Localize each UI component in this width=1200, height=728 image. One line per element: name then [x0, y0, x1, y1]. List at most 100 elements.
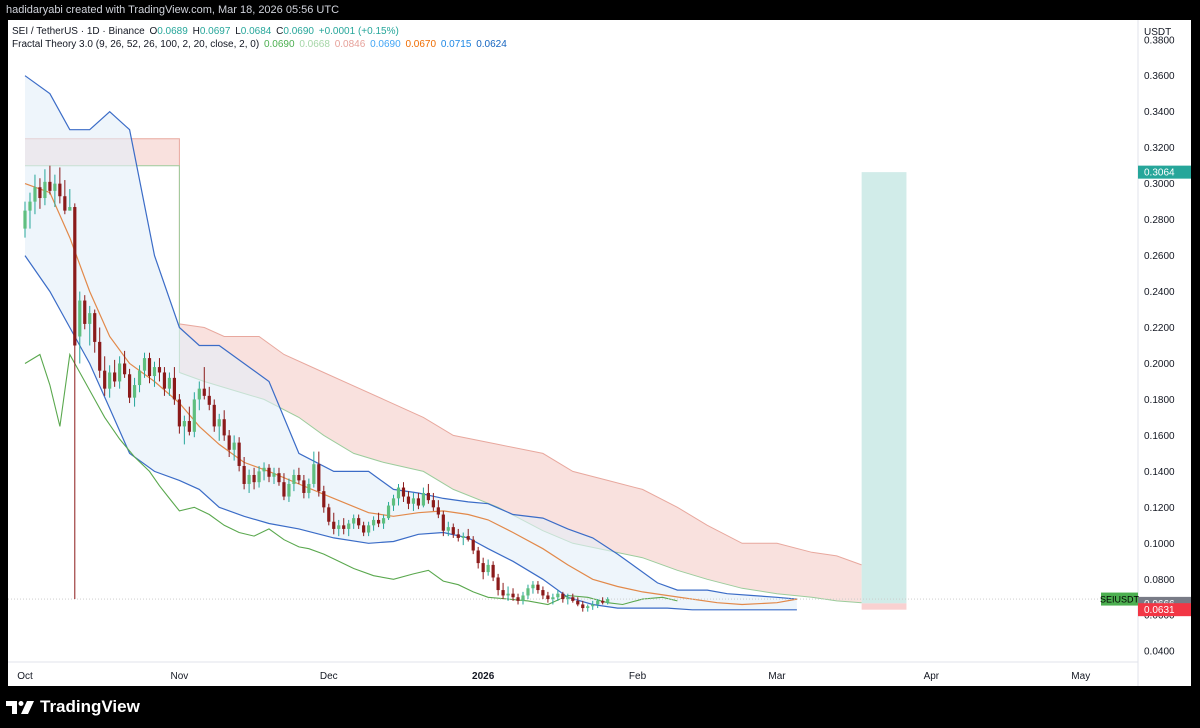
candle-body: [596, 600, 600, 605]
indicator-value-3: 0.0690: [370, 39, 401, 50]
open-label: O: [149, 26, 158, 37]
y-tick-label: 0.1400: [1144, 467, 1175, 478]
candle-body: [38, 187, 42, 199]
target-zone-box: [861, 172, 907, 604]
y-tick-label: 0.0400: [1144, 647, 1175, 658]
candle-body: [461, 536, 465, 538]
candle-body: [103, 370, 107, 389]
indicator-value-0: 0.0690: [263, 39, 295, 50]
candle-body: [347, 523, 351, 529]
x-tick-label: Mar: [768, 671, 786, 682]
candle-body: [88, 313, 92, 324]
candle-body: [277, 473, 281, 483]
y-tick-label: 0.3400: [1144, 107, 1175, 118]
candle-body: [58, 183, 62, 197]
candle-body: [451, 527, 455, 535]
indicator-value-5: 0.0715: [440, 39, 472, 50]
candle-body: [372, 519, 376, 526]
candle-body: [252, 474, 256, 483]
candle-body: [242, 465, 246, 484]
candle-body: [456, 534, 460, 538]
y-tick-label: 0.2400: [1144, 287, 1175, 298]
candle-body: [118, 363, 122, 382]
brand-name: TradingView: [40, 697, 140, 716]
candle-body: [123, 363, 127, 375]
price-badge: [1138, 165, 1191, 179]
chart-legend: SEI / TetherUS · 1D · Binance O0.0689 H0…: [12, 25, 507, 51]
candle-body: [446, 527, 450, 531]
symbol-label[interactable]: SEI / TetherUS · 1D · Binance: [12, 26, 145, 37]
open-value: 0.0689: [157, 26, 188, 37]
candle-body: [187, 421, 191, 432]
indicator-label[interactable]: Fractal Theory 3.0 (9, 26, 52, 26, 100, …: [12, 39, 260, 50]
y-tick-label: 0.3600: [1144, 71, 1175, 82]
x-tick-label: Feb: [629, 671, 647, 682]
candle-body: [367, 525, 371, 533]
candle-body: [327, 507, 331, 522]
candle-body: [551, 597, 555, 600]
candle-body: [601, 600, 605, 603]
currency-label: USDT: [1144, 27, 1171, 38]
candle-body: [197, 388, 201, 400]
candle-body: [157, 367, 162, 373]
x-tick-label: Apr: [924, 671, 940, 682]
indicator-value-4: 0.0670: [405, 39, 437, 50]
candle-body: [586, 606, 590, 609]
candle-body: [177, 399, 181, 427]
close-label: C: [276, 26, 284, 37]
x-tick-label: Dec: [320, 671, 338, 682]
candle-body: [511, 593, 515, 598]
candle-body: [217, 419, 221, 427]
candle-body: [312, 464, 316, 484]
symbol-badge: [1101, 592, 1138, 606]
x-tick-label: May: [1071, 671, 1090, 682]
bollinger-fill: [25, 75, 797, 610]
candle-body: [48, 181, 52, 191]
price-badge: [1138, 603, 1191, 617]
basis-line: [24, 183, 798, 606]
candle-body: [381, 518, 386, 524]
y-tick-label: 0.0800: [1144, 575, 1175, 586]
tradingview-brand[interactable]: TradingView: [6, 694, 140, 720]
candle-body: [571, 597, 575, 601]
y-tick-label: 0.2600: [1144, 251, 1175, 262]
candle-body: [292, 474, 296, 484]
candle-body: [33, 187, 37, 202]
candle-body: [536, 584, 540, 591]
candle-body: [317, 464, 321, 492]
candle-body: [28, 201, 32, 211]
candle-body: [297, 474, 301, 481]
price-axis-bg: [1138, 20, 1191, 686]
candle-body: [257, 471, 261, 483]
candle-body: [421, 492, 425, 506]
candle-body: [606, 599, 610, 603]
candle-body: [491, 564, 495, 578]
low-value: 0.0684: [240, 26, 272, 37]
y-tick-label: 0.3800: [1144, 35, 1175, 46]
candle-body: [391, 498, 396, 506]
candle-body: [337, 525, 341, 529]
indicator-value-6: 0.0624: [476, 39, 507, 50]
candle-body: [108, 372, 112, 389]
candle-body: [307, 483, 311, 493]
candle-body: [486, 564, 490, 573]
price-badge-label: 0.0631: [1144, 605, 1175, 616]
candle-body: [282, 482, 286, 497]
candle-body: [182, 421, 186, 427]
candle-body: [137, 370, 142, 386]
candle-body: [376, 519, 381, 524]
candle-body: [436, 507, 440, 515]
candle-body: [23, 210, 27, 229]
tradingview-logo-icon: [6, 701, 34, 714]
candle-body: [332, 521, 336, 529]
created-by-text: hadidaryabi created with TradingView.com…: [6, 4, 340, 16]
top-bar: hadidaryabi created with TradingView.com…: [0, 0, 1200, 20]
candle-body: [591, 604, 595, 607]
candle-body: [416, 498, 421, 506]
y-tick-label: 0.1000: [1144, 539, 1175, 550]
chart-area[interactable]: USDT 0.3800 0.3600 0.3400 0.3200 0.3000 0.2800…: [8, 20, 1191, 686]
y-tick-label: 0.2200: [1144, 323, 1175, 334]
change-value: +0.0001 (+0.15%): [318, 26, 399, 37]
candle-body: [481, 563, 485, 573]
